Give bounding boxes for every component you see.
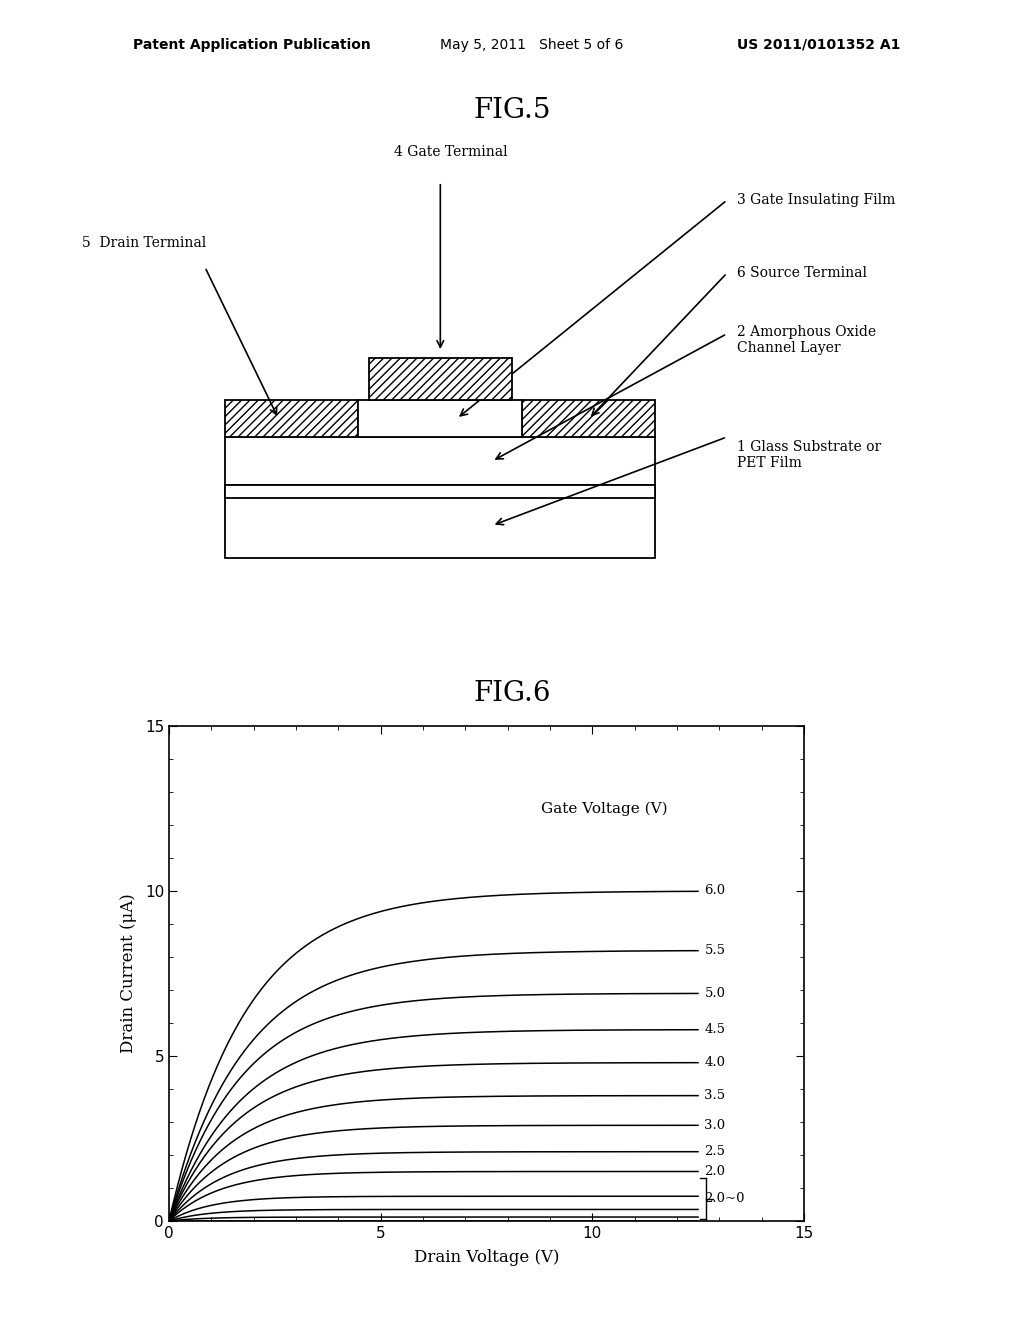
Text: 2.5: 2.5 (705, 1146, 725, 1158)
Text: 6 Source Terminal: 6 Source Terminal (737, 265, 867, 280)
Bar (225, 437, 655, 486)
Text: Patent Application Publication: Patent Application Publication (133, 38, 371, 51)
Bar (225, 486, 655, 558)
Text: Gate Voltage (V): Gate Voltage (V) (542, 801, 668, 816)
Text: 5.0: 5.0 (705, 987, 725, 999)
Text: 1 Glass Substrate or
PET Film: 1 Glass Substrate or PET Film (737, 440, 882, 470)
X-axis label: Drain Voltage (V): Drain Voltage (V) (414, 1249, 559, 1266)
Text: FIG.5: FIG.5 (473, 96, 551, 124)
Text: 6.0: 6.0 (705, 884, 725, 898)
Bar (358, 400, 522, 437)
Y-axis label: Drain Current (μA): Drain Current (μA) (120, 894, 136, 1053)
Text: US 2011/0101352 A1: US 2011/0101352 A1 (737, 38, 901, 51)
Text: 4.5: 4.5 (705, 1023, 725, 1036)
Text: 2.0~0: 2.0~0 (705, 1192, 744, 1205)
Text: 4.0: 4.0 (705, 1056, 725, 1069)
Bar (225, 486, 655, 498)
Bar (522, 400, 655, 437)
Bar (369, 358, 512, 400)
Text: 3.5: 3.5 (705, 1089, 725, 1102)
Bar (225, 400, 358, 437)
Text: 3 Gate Insulating Film: 3 Gate Insulating Film (737, 193, 896, 207)
Text: 4 Gate Terminal: 4 Gate Terminal (394, 145, 507, 160)
Text: May 5, 2011   Sheet 5 of 6: May 5, 2011 Sheet 5 of 6 (440, 38, 624, 51)
Text: 5.5: 5.5 (705, 944, 725, 957)
Text: FIG.6: FIG.6 (473, 680, 551, 706)
Text: 2.0: 2.0 (705, 1166, 725, 1177)
Text: 3.0: 3.0 (705, 1119, 725, 1131)
Text: 5  Drain Terminal: 5 Drain Terminal (82, 235, 206, 249)
Text: 2 Amorphous Oxide
Channel Layer: 2 Amorphous Oxide Channel Layer (737, 325, 877, 355)
